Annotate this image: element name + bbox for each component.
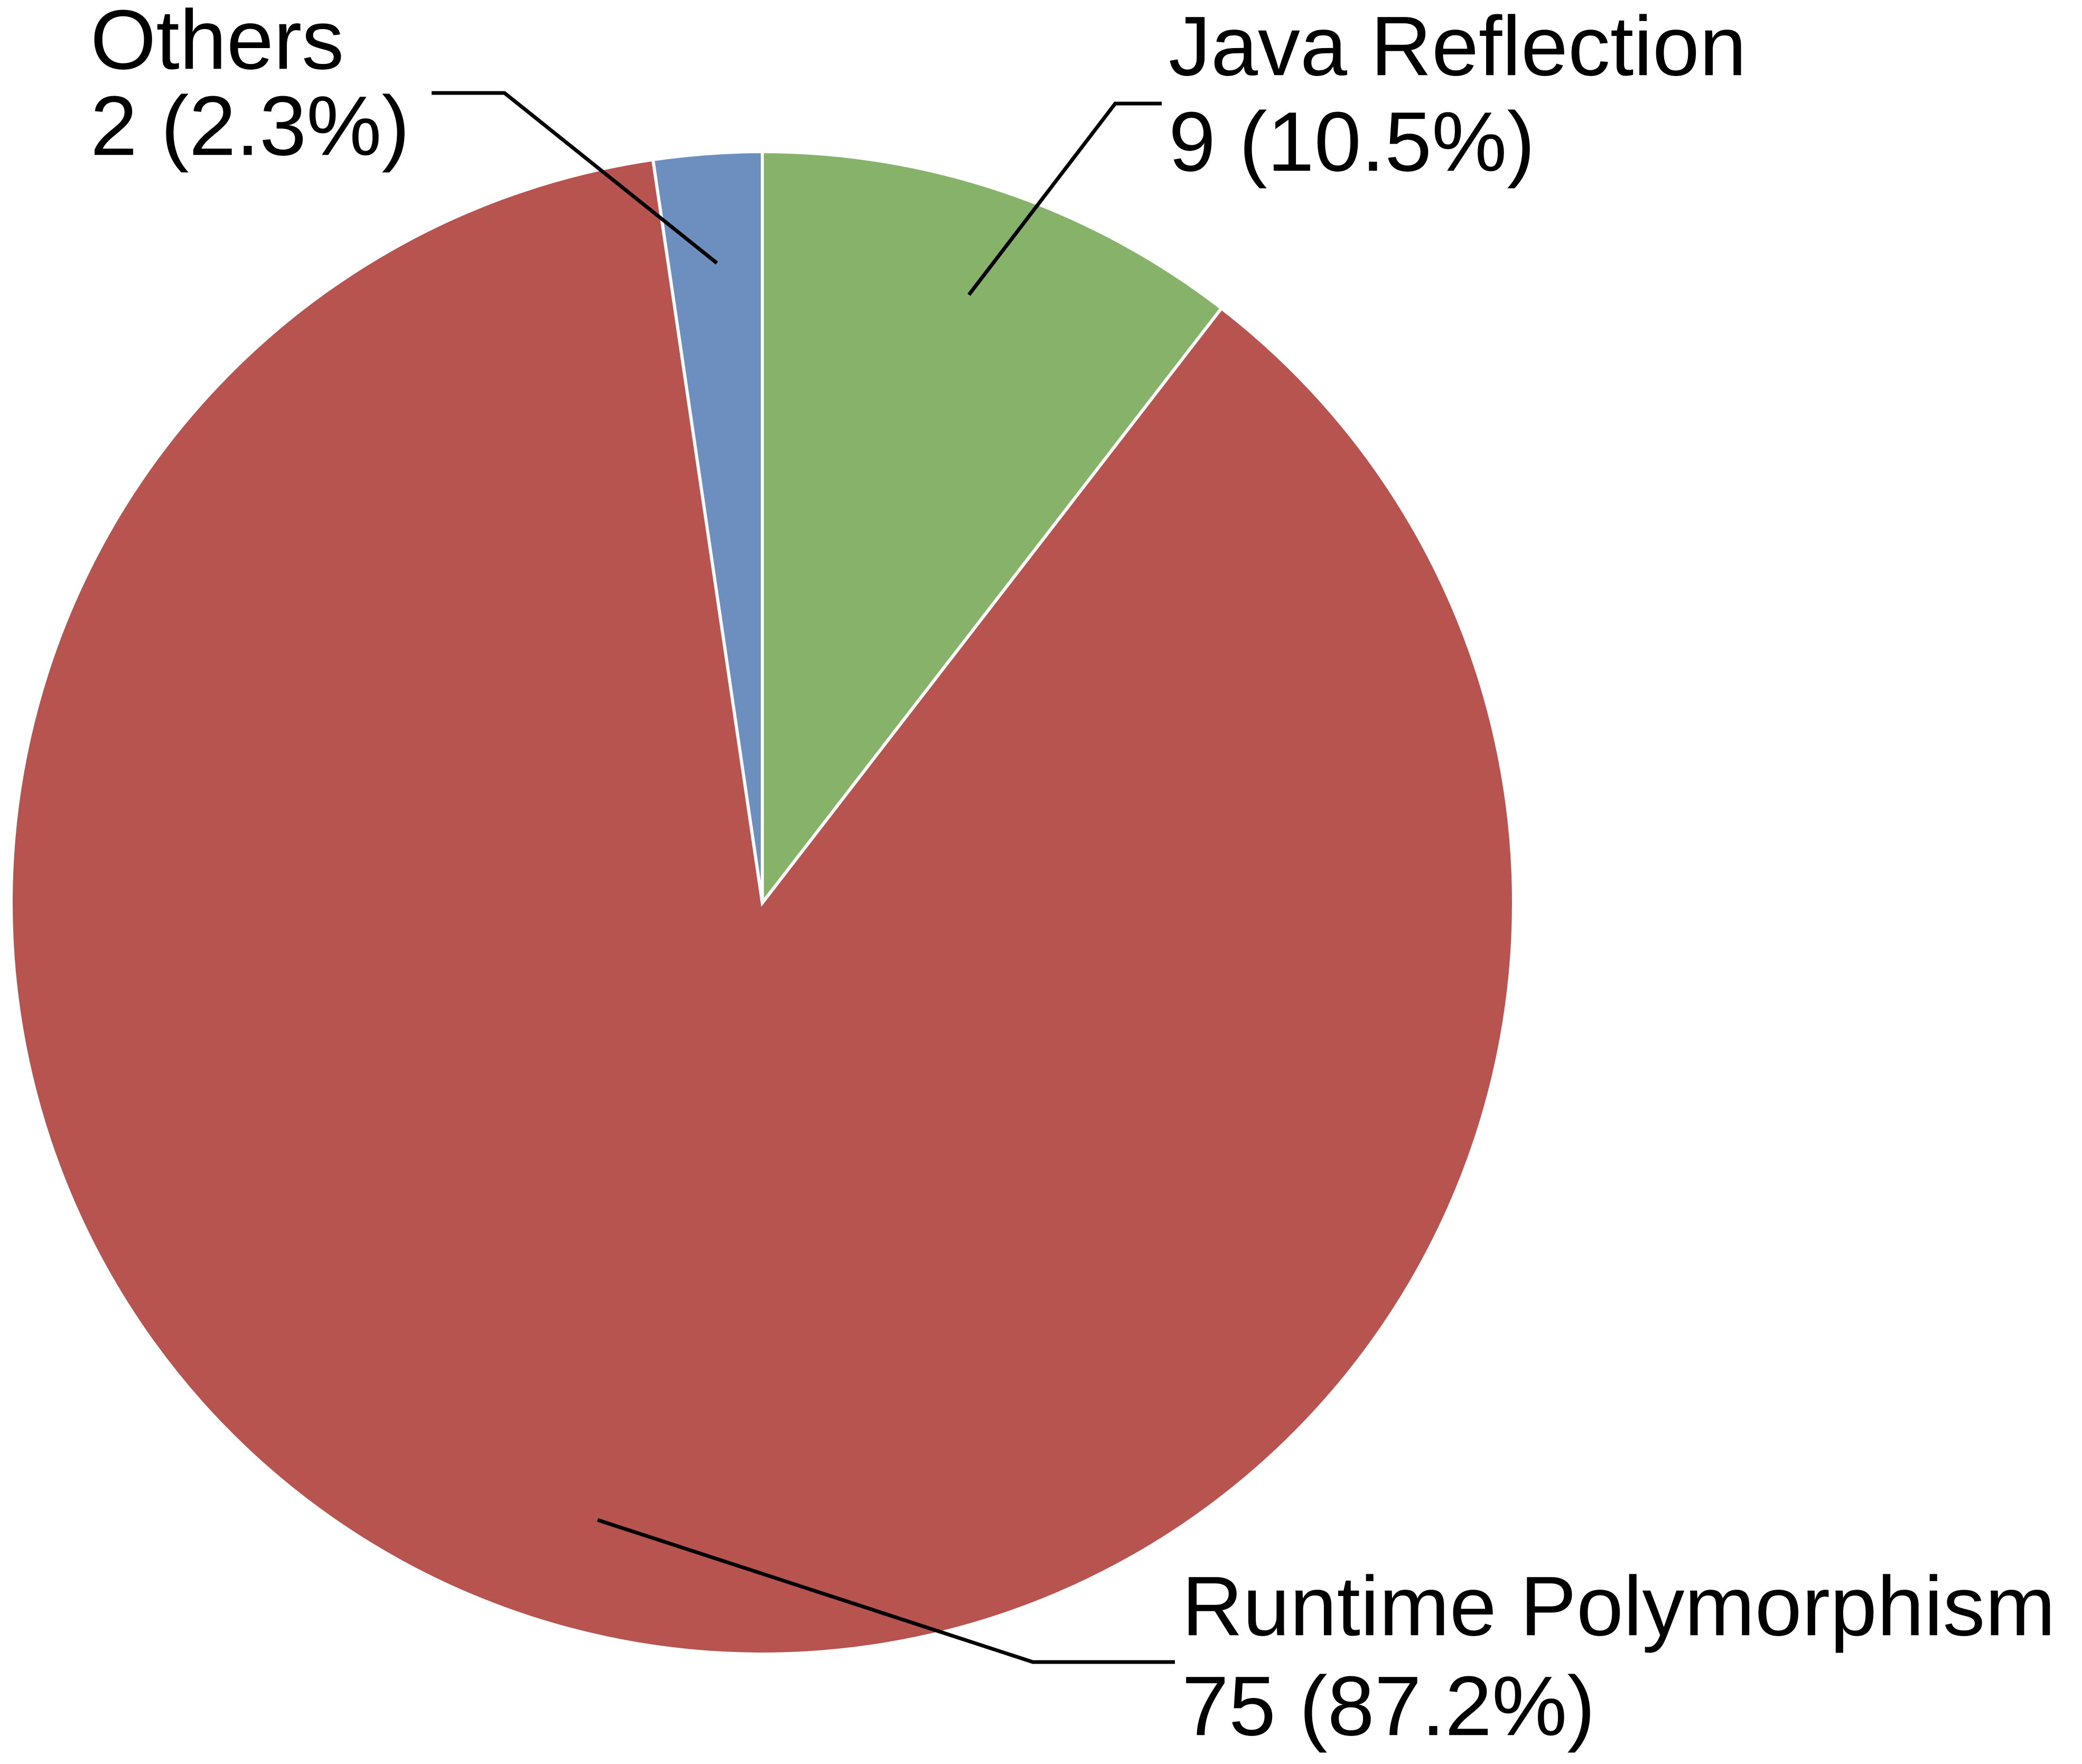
leader-line xyxy=(596,1518,1175,1664)
pie-slice xyxy=(651,150,764,903)
slice-value-label: 2 (2.3%) xyxy=(90,78,410,173)
leader-line xyxy=(967,101,1162,296)
pie-slice xyxy=(761,150,1224,908)
leader-line xyxy=(432,91,718,265)
slice-value-label: 9 (10.5%) xyxy=(1169,94,1535,189)
slice-label: Java Reflection xyxy=(1169,0,1747,93)
slice-value-label: 75 (87.2%) xyxy=(1182,1658,1595,1753)
slice-label: Others xyxy=(90,0,344,87)
pie-slice xyxy=(10,157,1515,1656)
slice-label: Runtime Polymorphism xyxy=(1182,1558,2056,1653)
